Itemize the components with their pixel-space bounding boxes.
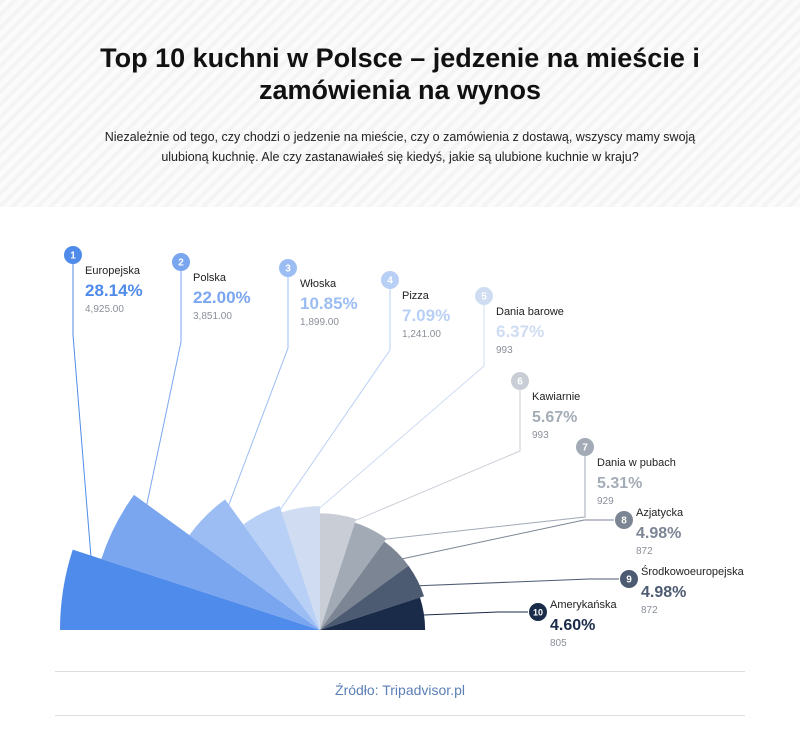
rank-number: 2 <box>178 258 184 269</box>
leader-line <box>365 455 586 542</box>
sector-9 <box>320 565 425 630</box>
leader-line <box>72 263 95 595</box>
slice-percent: 4.98% <box>636 525 681 542</box>
slice-value: 1,241.00 <box>402 329 441 340</box>
rank-number: 7 <box>582 443 588 454</box>
slice-value: 3,851.00 <box>193 311 232 322</box>
leader-line <box>405 578 619 587</box>
divider-top <box>55 671 745 672</box>
header-background <box>0 0 800 207</box>
rank-badge <box>615 511 633 529</box>
sector-10 <box>320 597 426 630</box>
rank-badge <box>64 246 82 264</box>
slice-value: 805 <box>550 638 567 649</box>
slice-percent: 5.31% <box>597 475 642 492</box>
rank-number: 9 <box>626 575 632 586</box>
sector-8 <box>320 541 409 630</box>
rank-number: 3 <box>285 264 291 275</box>
divider-bottom <box>55 715 745 716</box>
slice-value: 4,925.00 <box>85 304 124 315</box>
sector-5 <box>281 506 320 630</box>
rank-badge <box>620 570 638 588</box>
slice-percent: 4.60% <box>550 617 595 634</box>
slice-name: Kawiarnie <box>532 391 580 403</box>
slice-percent: 10.85% <box>300 294 358 313</box>
leader-line <box>387 519 614 563</box>
slice-value: 872 <box>636 546 653 557</box>
slice-name: Azjatycka <box>636 507 684 519</box>
slice-percent: 28.14% <box>85 281 143 300</box>
slice-percent: 6.37% <box>496 322 544 341</box>
leader-line <box>335 389 521 530</box>
sector-4 <box>243 505 320 630</box>
slice-name: Dania w pubach <box>597 457 676 469</box>
rank-badge <box>381 271 399 289</box>
rank-badge <box>529 603 547 621</box>
slice-name: Pizza <box>402 290 430 302</box>
sector-2 <box>101 494 320 630</box>
slice-value: 993 <box>496 345 513 356</box>
slice-name: Dania barowe <box>496 306 564 318</box>
sector-1 <box>60 549 320 630</box>
slice-value: 872 <box>641 605 658 616</box>
sector-7 <box>320 522 387 630</box>
slice-percent: 5.67% <box>532 409 577 426</box>
rank-badge <box>279 259 297 277</box>
leader-line <box>302 304 485 523</box>
slice-percent: 22.00% <box>193 288 251 307</box>
slice-name: Polska <box>193 272 227 284</box>
rank-number: 10 <box>533 608 543 618</box>
sector-6 <box>320 513 357 630</box>
slice-percent: 7.09% <box>402 306 450 325</box>
rank-number: 1 <box>70 251 76 262</box>
page-subtitle: Niezależnie od tego, czy chodzi o jedzen… <box>104 130 696 164</box>
slice-name: Środkowoeuropejska <box>641 565 745 578</box>
sector-3 <box>189 499 320 630</box>
leader-line <box>219 276 289 530</box>
rank-badge <box>172 253 190 271</box>
leader-line <box>267 288 391 528</box>
page-title: Top 10 kuchni w Polsce – jedzenie na mie… <box>100 43 700 105</box>
source-note: Źródło: Tripadvisor.pl <box>335 682 465 698</box>
rank-badge <box>475 287 493 305</box>
slice-name: Europejska <box>85 265 141 277</box>
slice-value: 929 <box>597 496 614 507</box>
leader-line <box>139 270 182 539</box>
rank-badge <box>576 438 594 456</box>
rank-number: 5 <box>481 292 487 303</box>
slice-name: Amerykańska <box>550 599 618 611</box>
slice-name: Włoska <box>300 278 337 290</box>
rank-number: 6 <box>517 377 523 388</box>
rank-number: 4 <box>387 276 393 287</box>
slice-value: 1,899.00 <box>300 317 339 328</box>
leader-line <box>411 611 528 616</box>
rank-badge <box>511 372 529 390</box>
rank-number: 8 <box>621 516 627 527</box>
slice-value: 993 <box>532 430 549 441</box>
slice-percent: 4.98% <box>641 584 686 601</box>
